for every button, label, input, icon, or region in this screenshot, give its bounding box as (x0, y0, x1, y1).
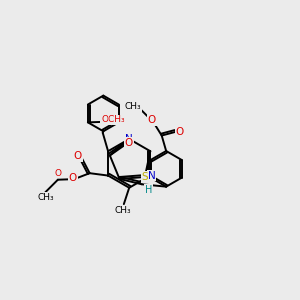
Text: O: O (148, 115, 156, 125)
Text: O: O (176, 127, 184, 137)
Text: S: S (142, 172, 148, 182)
Text: N: N (125, 134, 133, 144)
Text: CH₃: CH₃ (114, 206, 131, 215)
Text: O: O (74, 151, 82, 161)
Text: N: N (148, 171, 155, 181)
Text: CH₃: CH₃ (37, 193, 54, 202)
Text: OCH₃: OCH₃ (101, 116, 125, 124)
Text: O: O (125, 138, 133, 148)
Text: O: O (69, 173, 77, 183)
Text: O: O (54, 169, 61, 178)
Text: CH₃: CH₃ (124, 102, 141, 111)
Text: H: H (145, 184, 152, 195)
